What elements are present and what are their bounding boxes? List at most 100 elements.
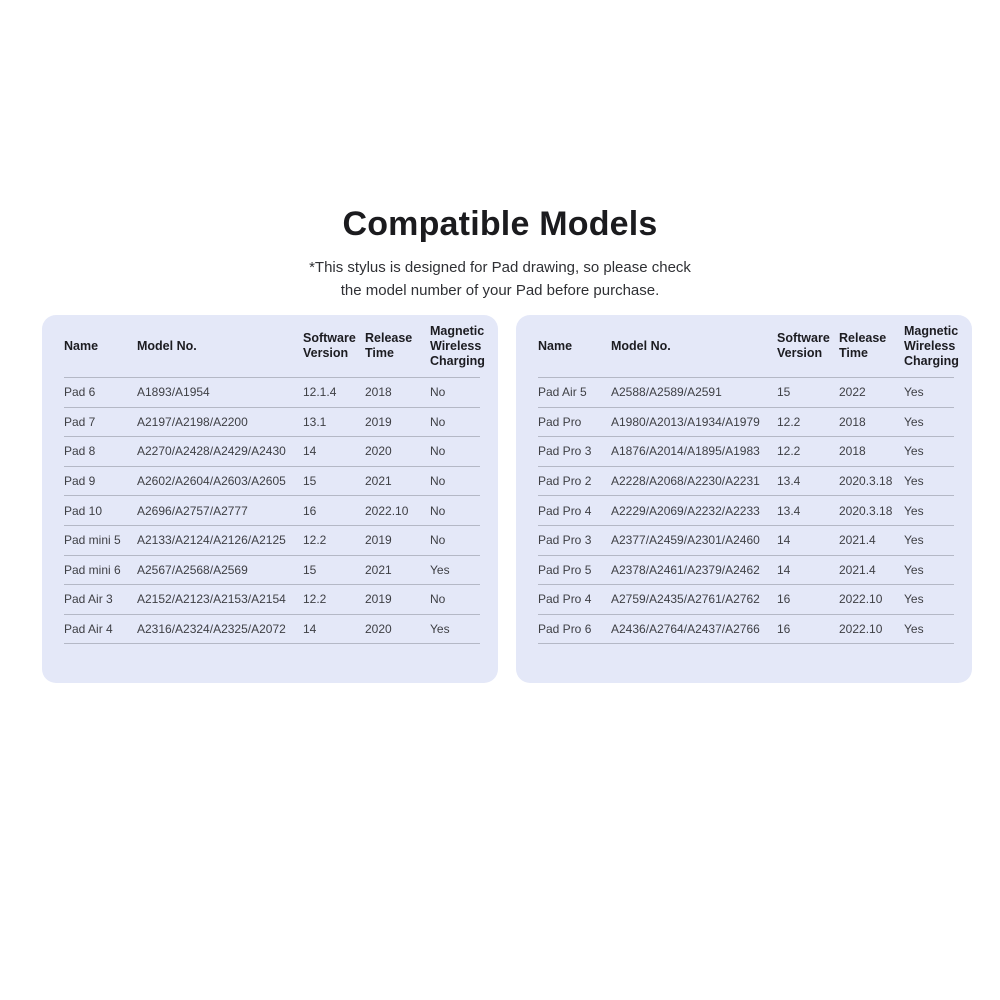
table-row: Pad Pro 2 A2228/A2068/A2230/A2231 13.4 2020… (538, 467, 954, 497)
release-time-cell: 2020.3.18 (839, 474, 893, 489)
model-name-cell: Pad Pro 4 (538, 503, 592, 518)
model-no-cell: A2759/A2435/A2761/A2762 (611, 592, 760, 607)
model-no-cell: A2228/A2068/A2230/A2231 (611, 474, 760, 489)
software-version-cell: 16 (303, 503, 317, 518)
model-name-cell: Pad Pro 3 (538, 533, 592, 548)
table-row: Pad Pro 4 A2759/A2435/A2761/A2762 16 2022.1… (538, 585, 954, 615)
release-time-cell: 2022.10 (839, 592, 883, 607)
release-time-cell: 2019 (365, 592, 392, 607)
table-row: Pad 10 A2696/A2757/A2777 16 2022.10 No (64, 496, 480, 526)
model-no-cell: A2436/A2764/A2437/A2766 (611, 622, 760, 637)
magnetic-charging-cell: Yes (904, 385, 924, 400)
page-title: Compatible Models (342, 205, 658, 243)
magnetic-charging-cell: No (430, 385, 446, 400)
model-no-cell: A2377/A2459/A2301/A2460 (611, 533, 760, 548)
model-name-cell: Pad 10 (64, 503, 103, 518)
model-no-cell: A1893/A1954 (137, 385, 210, 400)
model-name-cell: Pad 7 (64, 414, 96, 429)
table-row: Pad 9 A2602/A2604/A2603/A2605 15 2021 No (64, 467, 480, 497)
table-row: Pad 7 A2197/A2198/A2200 13.1 2019 No (64, 408, 480, 438)
table-row: Pad mini 5 A2133/A2124/A2126/A2125 12.2 201… (64, 526, 480, 556)
release-time-cell: 2022.10 (365, 503, 409, 518)
magnetic-charging-cell: No (430, 503, 446, 518)
model-no-cell: A2378/A2461/A2379/A2462 (611, 562, 760, 577)
software-version-cell: 14 (303, 622, 317, 637)
compat-table-right: Name Model No. Software Version Release Tim… (516, 315, 972, 683)
software-version-cell: 12.2 (303, 592, 327, 607)
model-name-cell: Pad Pro (538, 414, 582, 429)
magnetic-charging-cell: Yes (430, 622, 450, 637)
software-version-cell: 14 (777, 533, 791, 548)
magnetic-charging-cell: Yes (904, 503, 924, 518)
software-version-cell: 12.2 (777, 414, 801, 429)
release-time-cell: 2020.3.18 (839, 503, 893, 518)
release-time-cell: 2018 (365, 385, 392, 400)
model-no-cell: A2152/A2123/A2153/A2154 (137, 592, 286, 607)
table-row: Pad Air 5 A2588/A2589/A2591 15 2022 Yes (538, 378, 954, 408)
model-no-cell: A1980/A2013/A1934/A1979 (611, 414, 760, 429)
software-version-cell: 16 (777, 592, 791, 607)
disclaimer: *This stylus is designed for Pad drawing… (0, 256, 1000, 302)
model-name-cell: Pad Pro 4 (538, 592, 592, 607)
model-name-cell: Pad Pro 6 (538, 622, 592, 637)
software-version-cell: 12.2 (303, 533, 327, 548)
column-header: Software Version (303, 331, 356, 360)
model-name-cell: Pad mini 5 (64, 533, 121, 548)
model-name-cell: Pad Air 3 (64, 592, 113, 607)
model-no-cell: A2133/A2124/A2126/A2125 (137, 533, 286, 548)
table-row: Pad mini 6 A2567/A2568/A2569 15 2021 Yes (64, 556, 480, 586)
column-header: Release Time (839, 331, 887, 360)
magnetic-charging-cell: No (430, 444, 446, 459)
table-row: Pad 8 A2270/A2428/A2429/A2430 14 2020 No (64, 437, 480, 467)
model-name-cell: Pad Air 5 (538, 385, 587, 400)
column-header: Release Time (365, 331, 413, 360)
software-version-cell: 13.4 (777, 474, 801, 489)
software-version-cell: 14 (303, 444, 317, 459)
compatibility-tables: Name Model No. Software Version Release Tim… (42, 315, 972, 683)
table-header-row: Name Model No. Software Version Release Tim… (64, 315, 485, 378)
release-time-cell: 2019 (365, 414, 392, 429)
release-time-cell: 2020 (365, 622, 392, 637)
model-no-cell: A2229/A2069/A2232/A2233 (611, 503, 760, 518)
magnetic-charging-cell: No (430, 414, 446, 429)
magnetic-charging-cell: Yes (904, 444, 924, 459)
software-version-cell: 13.4 (777, 503, 801, 518)
column-header: Model No. (611, 338, 671, 353)
software-version-cell: 15 (303, 562, 317, 577)
release-time-cell: 2018 (839, 444, 866, 459)
release-time-cell: 2019 (365, 533, 392, 548)
release-time-cell: 2021.4 (839, 533, 876, 548)
software-version-cell: 13.1 (303, 414, 327, 429)
table-row: Pad 6 A1893/A1954 12.1.4 2018 No (64, 378, 480, 408)
table-row: Pad Air 3 A2152/A2123/A2153/A2154 12.2 2019… (64, 585, 480, 615)
table-body: Pad 6 A1893/A1954 12.1.4 2018 No Pad 7 A2197/A… (64, 378, 480, 645)
column-header: Magnetic Wireless Charging (430, 323, 485, 368)
software-version-cell: 16 (777, 622, 791, 637)
model-no-cell: A2696/A2757/A2777 (137, 503, 248, 518)
release-time-cell: 2022.10 (839, 622, 883, 637)
table-row: Pad Air 4 A2316/A2324/A2325/A2072 14 2020 Ye… (64, 615, 480, 645)
table-row: Pad Pro A1980/A2013/A1934/A1979 12.2 2018 Ye… (538, 408, 954, 438)
magnetic-charging-cell: No (430, 592, 446, 607)
software-version-cell: 12.1.4 (303, 385, 337, 400)
magnetic-charging-cell: Yes (904, 474, 924, 489)
model-name-cell: Pad Pro 2 (538, 474, 592, 489)
model-name-cell: Pad Pro 5 (538, 562, 592, 577)
table-body: Pad Air 5 A2588/A2589/A2591 15 2022 Yes Pad P… (538, 378, 954, 645)
column-header: Name (64, 338, 99, 353)
release-time-cell: 2021 (365, 562, 392, 577)
column-header: Model No. (137, 338, 197, 353)
model-no-cell: A2197/A2198/A2200 (137, 414, 248, 429)
disclaimer-line-2: the model number of your Pad before purc… (340, 282, 660, 299)
magnetic-charging-cell: Yes (904, 414, 924, 429)
release-time-cell: 2021.4 (839, 562, 876, 577)
model-no-cell: A2567/A2568/A2569 (137, 562, 248, 577)
table-row: Pad Pro 5 A2378/A2461/A2379/A2462 14 2021.4… (538, 556, 954, 586)
column-header: Magnetic Wireless Charging (904, 323, 959, 368)
column-header: Name (538, 338, 573, 353)
table-header-row: Name Model No. Software Version Release Tim… (538, 315, 959, 378)
model-name-cell: Pad Air 4 (64, 622, 113, 637)
model-name-cell: Pad Pro 3 (538, 444, 592, 459)
magnetic-charging-cell: No (430, 474, 446, 489)
